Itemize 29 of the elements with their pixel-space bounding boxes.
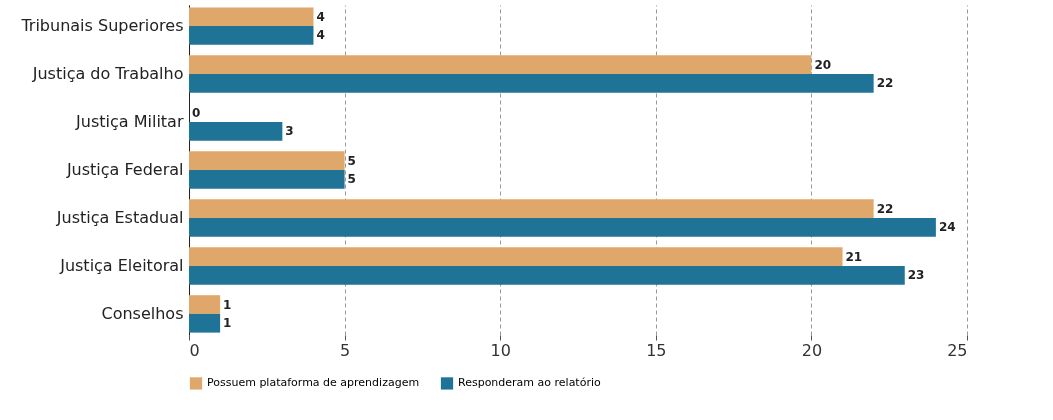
- data-label: 4: [316, 9, 325, 24]
- data-label: 21: [845, 249, 863, 264]
- y-tick-label: Justiça Federal: [65, 160, 184, 179]
- y-tick-label: Justiça Eleitoral: [59, 255, 184, 275]
- x-tick-label: 5: [340, 340, 351, 360]
- data-label: 4: [316, 28, 325, 43]
- y-tick-label: Conselhos: [101, 303, 184, 323]
- x-tick-label: 10: [490, 340, 511, 360]
- data-label: 20: [814, 57, 832, 72]
- data-label: 1: [223, 297, 232, 312]
- y-tick-label: Justiça do Trabalho: [31, 64, 184, 84]
- y-tick-label: Tribunais Superiores: [20, 16, 184, 36]
- data-label: 3: [285, 124, 294, 139]
- y-tick-label: Justiça Militar: [75, 112, 184, 132]
- x-tick-label: 15: [646, 340, 667, 360]
- data-label: 5: [347, 172, 356, 187]
- legend-label: Possuem plataforma de aprendizagem: [207, 376, 420, 390]
- data-label: 23: [907, 268, 925, 283]
- x-tick-label: 20: [801, 340, 823, 360]
- data-label: 22: [876, 201, 894, 216]
- y-tick-label: Justiça Estadual: [55, 207, 184, 227]
- x-tick-label: 25: [947, 340, 968, 360]
- data-label: 24: [938, 220, 956, 235]
- data-label: 1: [223, 316, 232, 331]
- x-tick-label: 0: [189, 340, 200, 360]
- legend-label: Responderam ao relatório: [458, 376, 601, 390]
- data-label: 0: [192, 105, 201, 120]
- data-label: 5: [347, 153, 356, 168]
- data-label: 22: [876, 76, 894, 91]
